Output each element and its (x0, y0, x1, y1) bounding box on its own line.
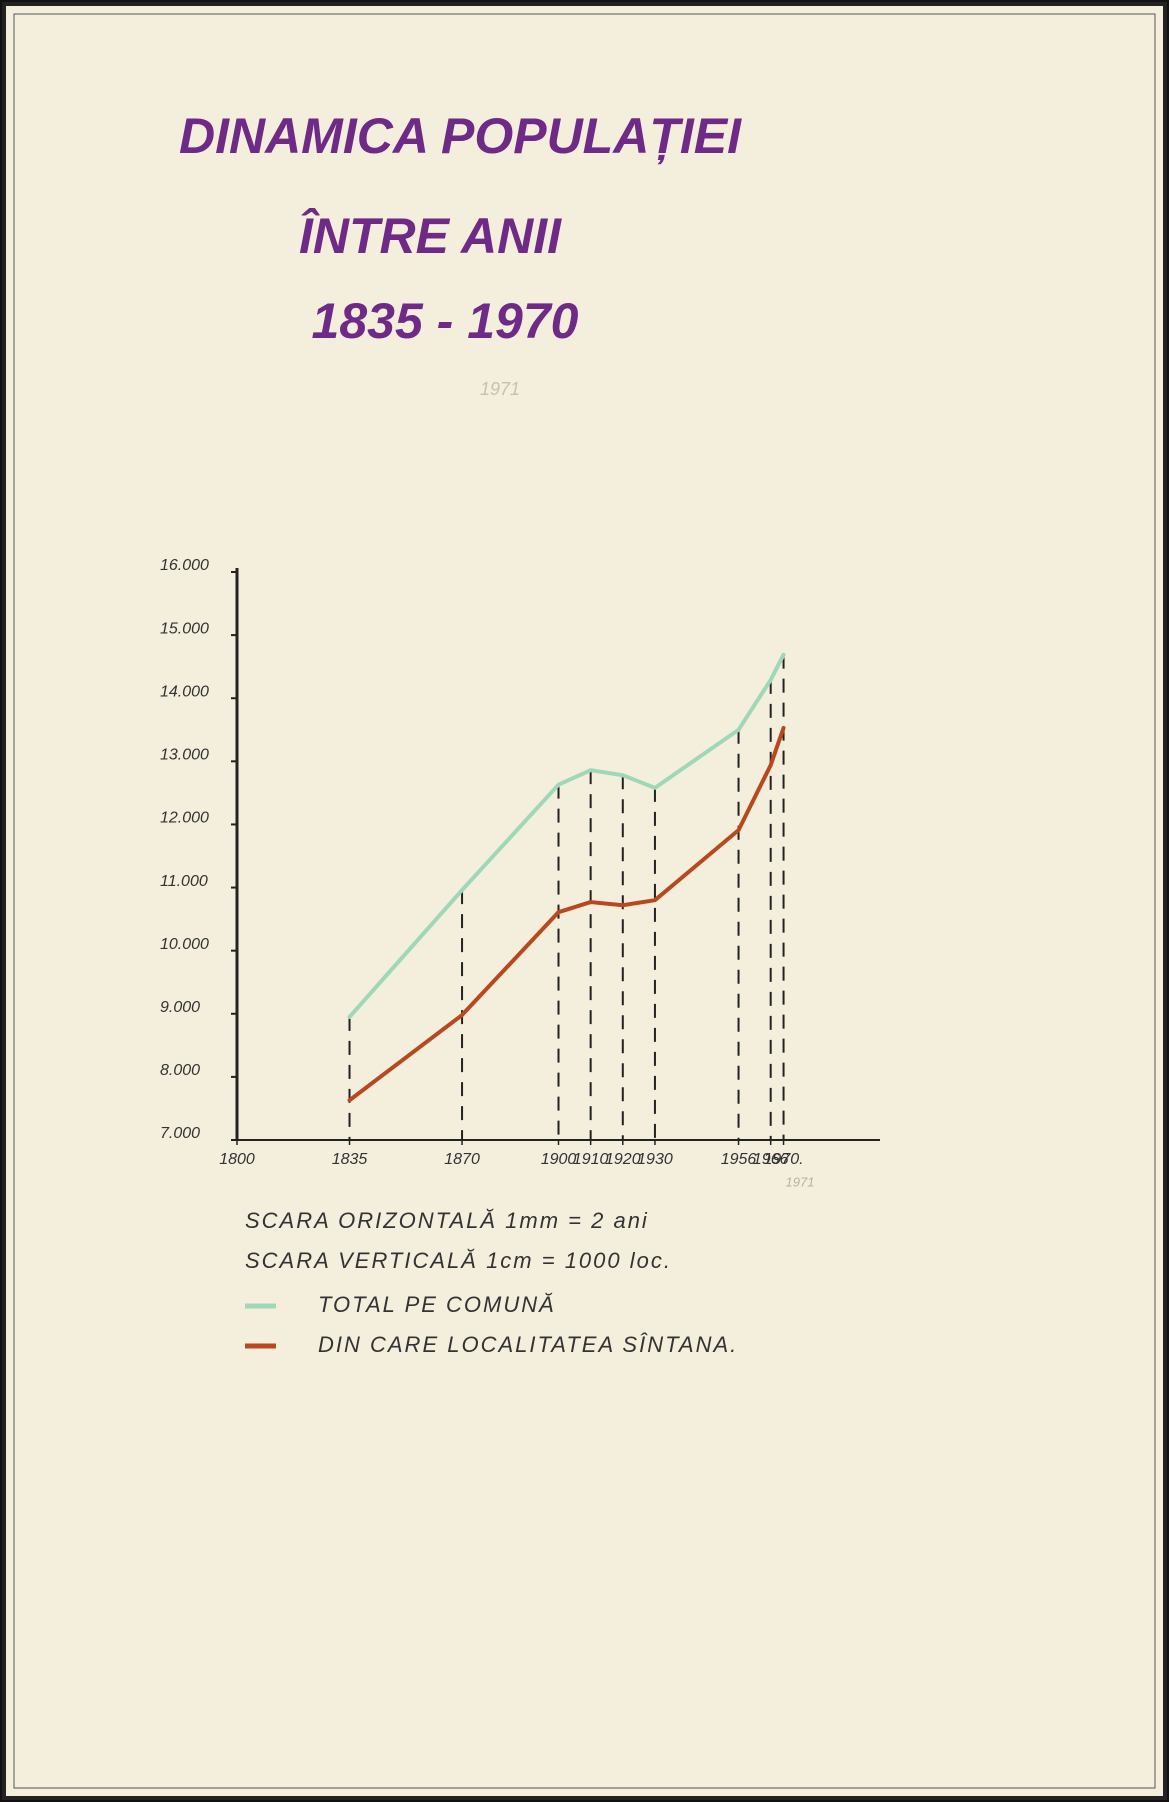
series-line (347, 725, 786, 1103)
x-tick-label: 1910 (573, 1151, 609, 1168)
y-tick-label: 11.000 (160, 873, 208, 890)
x-tick-label: 1920 (605, 1151, 641, 1168)
y-tick-label: 9.000 (160, 999, 200, 1016)
legend-label: DIN CARE LOCALITATEA SÎNTANA. (318, 1332, 738, 1357)
x-tick-label: 1835 (332, 1151, 368, 1168)
y-tick-label: 13.000 (160, 747, 209, 764)
y-tick-label: 8.000 (160, 1062, 200, 1079)
x-tick-label: 1800 (219, 1151, 255, 1168)
title-line: DINAMICA POPULAȚIEI (179, 108, 742, 164)
y-tick-label: 16.000 (160, 557, 209, 574)
y-tick-label: 7.000 (160, 1125, 200, 1142)
scale-note: SCARA ORIZONTALĂ 1mm = 2 ani (245, 1208, 649, 1233)
x-tick-label: 1970. (764, 1151, 804, 1168)
title-line: ÎNTRE ANII (299, 208, 562, 264)
annotation: 1971 (786, 1174, 815, 1189)
y-tick-label: 15.000 (160, 620, 209, 637)
legend-label: TOTAL PE COMUNĂ (318, 1292, 556, 1317)
x-tick-label: 1956 (721, 1151, 757, 1168)
y-tick-label: 10.000 (160, 936, 209, 953)
paper-frame (13, 13, 1156, 1789)
title-line: 1835 - 1970 (312, 293, 579, 349)
x-tick-label: 1870 (444, 1151, 480, 1168)
y-tick-label: 14.000 (160, 683, 209, 700)
scale-note: SCARA VERTICALĂ 1cm = 1000 loc. (245, 1248, 672, 1273)
x-tick-label: 1930 (637, 1151, 673, 1168)
series-line (347, 652, 786, 1019)
y-tick-label: 12.000 (160, 810, 209, 827)
x-tick-label: 1966 (753, 1151, 789, 1168)
annotation: 1971 (480, 379, 520, 399)
x-tick-label: 1900 (541, 1151, 577, 1168)
